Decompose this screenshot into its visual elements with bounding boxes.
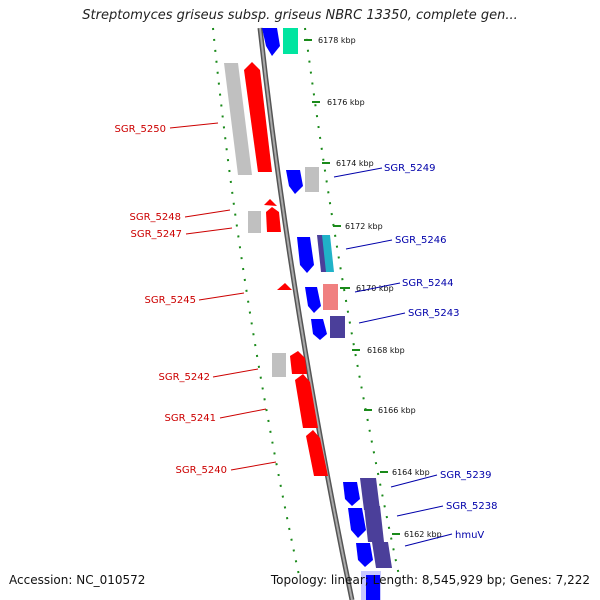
label-sgr-5241: SGR_5241: [165, 413, 217, 424]
genome-title: Streptomyces griseus subsp. griseus NBRC…: [82, 8, 518, 23]
gene-sgr-5239[interactable]: [343, 478, 380, 510]
gene-sgr-5244[interactable]: [305, 284, 338, 313]
gene-sgr-5249[interactable]: [286, 167, 319, 194]
label-sgr-5239: SGR_5239: [440, 470, 492, 481]
gene-sgr-5240[interactable]: [306, 430, 328, 476]
label-sgr-5248: SGR_5248: [130, 212, 182, 223]
genome-stats-text: Topology: linear; Length: 8,545,929 bp; …: [270, 573, 590, 587]
track-boundaries: [212, 27, 401, 581]
label-sgr-5250: SGR_5250: [115, 124, 167, 135]
gene-sgr-5241[interactable]: [295, 374, 318, 428]
label-sgr-5246: SGR_5246: [395, 235, 447, 246]
gene-partial-blue-top[interactable]: [262, 28, 280, 56]
gene-partial-cyan-top[interactable]: [283, 28, 298, 54]
gene-sgr-5248[interactable]: [264, 199, 277, 206]
gene-sgr-5245[interactable]: [277, 283, 292, 290]
gene-sgr-5246[interactable]: [297, 235, 334, 273]
scale-mark-6166: 6166 kbp: [378, 406, 416, 415]
gene-sgr-5250[interactable]: [224, 62, 272, 175]
label-sgr-5247: SGR_5247: [131, 229, 183, 240]
label-sgr-5242: SGR_5242: [159, 372, 211, 383]
scale-mark-6172: 6172 kbp: [345, 222, 383, 231]
scale-mark-6168: 6168 kbp: [367, 346, 405, 355]
label-hmuv: hmuV: [455, 530, 484, 541]
label-sgr-5238: SGR_5238: [446, 501, 498, 512]
right-labels[interactable]: SGR_5249 SGR_5246 SGR_5244 SGR_5243 SGR_…: [333, 163, 498, 547]
scale-mark-6176: 6176 kbp: [327, 98, 365, 107]
scale-mark-6174: 6174 kbp: [336, 159, 374, 168]
chromosome-axis: [257, 27, 355, 600]
scale-mark-6178: 6178 kbp: [318, 36, 356, 45]
gene-sgr-5238[interactable]: [348, 506, 384, 542]
left-labels[interactable]: SGR_5250 SGR_5248 SGR_5247 SGR_5245 SGR_…: [115, 122, 277, 476]
scale-mark-6164: 6164 kbp: [392, 468, 430, 477]
gene-partial-bottom[interactable]: [361, 571, 381, 600]
gene-sgr-5242[interactable]: [272, 351, 307, 377]
gene-sgr-5243[interactable]: [311, 316, 345, 340]
scale-mark-6162: 6162 kbp: [404, 530, 442, 539]
label-sgr-5243: SGR_5243: [408, 308, 460, 319]
label-sgr-5244: SGR_5244: [402, 278, 454, 289]
label-sgr-5249: SGR_5249: [384, 163, 436, 174]
gene-sgr-5247[interactable]: [248, 207, 281, 233]
gene-hmuv[interactable]: [356, 542, 392, 568]
label-sgr-5240: SGR_5240: [176, 465, 228, 476]
label-sgr-5245: SGR_5245: [145, 295, 197, 306]
accession-text: Accession: NC_010572: [9, 573, 146, 587]
scale-marks: 6178 kbp 6176 kbp 6174 kbp 6172 kbp 6170…: [304, 36, 442, 539]
